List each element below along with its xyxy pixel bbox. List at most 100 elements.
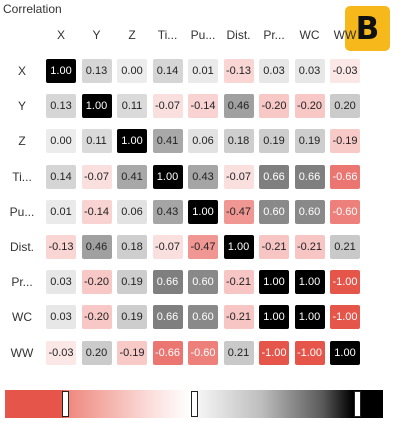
matrix-cell[interactable]: -0.07 xyxy=(223,164,254,189)
matrix-cell[interactable]: 0.01 xyxy=(188,59,218,83)
matrix-cell[interactable]: 0.01 xyxy=(46,199,76,224)
matrix-cell[interactable]: 0.03 xyxy=(46,305,76,330)
matrix-cell[interactable]: 0.19 xyxy=(294,129,325,154)
matrix-cell[interactable]: 0.14 xyxy=(46,164,76,189)
matrix-cell[interactable]: 0.13 xyxy=(81,59,112,83)
matrix-cell[interactable]: -0.20 xyxy=(294,94,325,119)
matrix-cell[interactable]: -0.13 xyxy=(46,235,76,259)
matrix-cell[interactable]: 1.00 xyxy=(46,59,76,83)
matrix-cell[interactable]: 1.00 xyxy=(259,270,289,295)
matrix-cell[interactable]: 0.41 xyxy=(117,164,147,189)
matrix-cell[interactable]: 0.60 xyxy=(294,199,325,224)
matrix-cell[interactable]: 1.00 xyxy=(117,129,147,154)
row-header: Pr... xyxy=(11,275,33,290)
matrix-cell[interactable]: 0.06 xyxy=(117,199,147,224)
matrix-cell[interactable]: -0.03 xyxy=(46,340,76,365)
matrix-cell[interactable]: 0.03 xyxy=(259,59,289,83)
matrix-cell[interactable]: -0.21 xyxy=(294,235,325,259)
row-header: Ti... xyxy=(12,169,32,184)
matrix-cell[interactable]: -0.07 xyxy=(81,164,112,189)
matrix-cell[interactable]: 0.11 xyxy=(117,94,147,119)
matrix-cell[interactable]: 0.20 xyxy=(330,94,360,119)
column-header: Ti... xyxy=(157,28,178,42)
matrix-cell[interactable]: -0.66 xyxy=(152,340,183,365)
color-scale-handle[interactable] xyxy=(62,391,70,417)
matrix-cell[interactable]: 0.66 xyxy=(152,305,183,330)
matrix-cell[interactable]: -0.20 xyxy=(81,305,112,330)
matrix-cell[interactable]: -1.00 xyxy=(330,270,360,295)
column-header: WW xyxy=(333,28,357,42)
color-scale-handle[interactable] xyxy=(353,391,361,417)
matrix-cell[interactable]: -0.66 xyxy=(330,164,360,189)
matrix-cell[interactable]: -0.21 xyxy=(223,270,254,295)
matrix-cell[interactable]: 1.00 xyxy=(294,270,325,295)
matrix-cell[interactable]: 0.14 xyxy=(152,59,183,83)
matrix-cell[interactable]: 0.43 xyxy=(152,199,183,224)
matrix-cell[interactable]: -0.21 xyxy=(223,305,254,330)
matrix-cell[interactable]: 0.21 xyxy=(223,340,254,365)
row-header: Z xyxy=(18,134,26,149)
matrix-cell[interactable]: -0.60 xyxy=(330,199,360,224)
matrix-cell[interactable]: 0.19 xyxy=(117,270,147,295)
row-header: WW xyxy=(10,345,34,360)
matrix-cell[interactable]: 0.66 xyxy=(152,270,183,295)
matrix-cell[interactable]: -0.20 xyxy=(81,270,112,295)
column-header: Pr... xyxy=(263,28,285,42)
matrix-cell[interactable]: -0.19 xyxy=(330,129,360,154)
matrix-cell[interactable]: 1.00 xyxy=(330,340,360,365)
matrix-cell[interactable]: 0.19 xyxy=(259,129,289,154)
matrix-cell[interactable]: -0.19 xyxy=(117,340,147,365)
row-header: X xyxy=(17,64,26,78)
matrix-cell[interactable]: 0.66 xyxy=(294,164,325,189)
panel-title: Correlation xyxy=(3,2,62,16)
matrix-cell[interactable]: -0.07 xyxy=(152,235,183,259)
matrix-cell[interactable]: -1.00 xyxy=(330,305,360,330)
matrix-cell[interactable]: -0.21 xyxy=(259,235,289,259)
matrix-cell[interactable]: -0.14 xyxy=(188,94,218,119)
matrix-cell[interactable]: -0.07 xyxy=(152,94,183,119)
matrix-cell[interactable]: 0.18 xyxy=(117,235,147,259)
matrix-cell[interactable]: 0.60 xyxy=(259,199,289,224)
matrix-cell[interactable]: -1.00 xyxy=(294,340,325,365)
matrix-cell[interactable]: 0.20 xyxy=(81,340,112,365)
matrix-cell[interactable]: 0.06 xyxy=(188,129,218,154)
matrix-cell[interactable]: 0.46 xyxy=(223,94,254,119)
matrix-cell[interactable]: 1.00 xyxy=(81,94,112,119)
matrix-cell[interactable]: 0.41 xyxy=(152,129,183,154)
matrix-cell[interactable]: 0.03 xyxy=(46,270,76,295)
matrix-cell[interactable]: 0.19 xyxy=(117,305,147,330)
matrix-cell[interactable]: -0.03 xyxy=(330,59,360,83)
matrix-cell[interactable]: 0.03 xyxy=(294,59,325,83)
matrix-cell[interactable]: 1.00 xyxy=(223,235,254,259)
column-header: Z xyxy=(128,28,136,42)
matrix-cell[interactable]: 0.13 xyxy=(46,94,76,119)
column-header: WC xyxy=(299,28,320,42)
column-header: X xyxy=(56,28,65,42)
matrix-cell[interactable]: -0.20 xyxy=(259,94,289,119)
matrix-cell[interactable]: 0.60 xyxy=(188,270,218,295)
matrix-cell[interactable]: 0.11 xyxy=(81,129,112,154)
column-header: Dist. xyxy=(226,28,251,42)
matrix-cell[interactable]: -0.47 xyxy=(188,235,218,259)
row-header: WC xyxy=(12,310,32,325)
matrix-cell[interactable]: 0.43 xyxy=(188,164,218,189)
matrix-cell[interactable]: -0.13 xyxy=(223,59,254,83)
matrix-cell[interactable]: 0.18 xyxy=(223,129,254,154)
matrix-cell[interactable]: 1.00 xyxy=(152,164,183,189)
row-header: Pu... xyxy=(9,204,35,219)
matrix-cell[interactable]: 1.00 xyxy=(259,305,289,330)
matrix-cell[interactable]: 0.21 xyxy=(330,235,360,259)
matrix-cell[interactable]: 0.00 xyxy=(46,129,76,154)
matrix-cell[interactable]: 0.00 xyxy=(117,59,147,83)
matrix-cell[interactable]: -0.60 xyxy=(188,340,218,365)
matrix-cell[interactable]: 1.00 xyxy=(188,199,218,224)
color-scale-handle[interactable] xyxy=(191,391,198,417)
matrix-cell[interactable]: -1.00 xyxy=(259,340,289,365)
row-header: Y xyxy=(17,99,26,114)
matrix-cell[interactable]: 0.46 xyxy=(81,235,112,259)
matrix-cell[interactable]: 0.66 xyxy=(259,164,289,189)
matrix-cell[interactable]: -0.14 xyxy=(81,199,112,224)
matrix-cell[interactable]: 1.00 xyxy=(294,305,325,330)
matrix-cell[interactable]: 0.60 xyxy=(188,305,218,330)
matrix-cell[interactable]: -0.47 xyxy=(223,199,254,224)
